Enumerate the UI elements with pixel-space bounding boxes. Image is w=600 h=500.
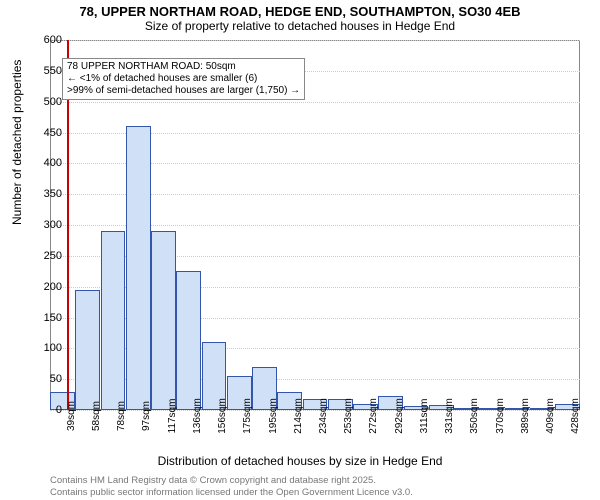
x-tick-label: 195sqm xyxy=(268,398,279,434)
y-tick-label: 100 xyxy=(22,342,62,354)
x-axis-title: Distribution of detached houses by size … xyxy=(0,454,600,468)
footer-line-1: Contains HM Land Registry data © Crown c… xyxy=(50,475,413,486)
y-tick-label: 350 xyxy=(22,188,62,200)
x-tick-label: 214sqm xyxy=(293,398,304,434)
x-tick-label: 234sqm xyxy=(318,398,329,434)
histogram-bar xyxy=(151,231,176,410)
y-tick-label: 550 xyxy=(22,65,62,77)
x-tick-label: 350sqm xyxy=(469,398,480,434)
histogram-bar xyxy=(126,126,151,410)
x-tick-label: 39sqm xyxy=(66,401,77,431)
x-tick-label: 370sqm xyxy=(495,398,506,434)
x-tick-label: 292sqm xyxy=(394,398,405,434)
footer-attribution: Contains HM Land Registry data © Crown c… xyxy=(50,475,413,498)
x-tick-label: 389sqm xyxy=(520,398,531,434)
y-tick-label: 600 xyxy=(22,34,62,46)
footer-line-2: Contains public sector information licen… xyxy=(50,487,413,498)
x-tick-label: 97sqm xyxy=(141,401,152,431)
histogram-bar xyxy=(101,231,126,410)
gridline xyxy=(50,102,580,103)
y-axis-title: Number of detached properties xyxy=(10,60,24,225)
y-tick-label: 500 xyxy=(22,96,62,108)
x-tick-label: 58sqm xyxy=(91,401,102,431)
y-tick-label: 50 xyxy=(22,373,62,385)
x-tick-label: 253sqm xyxy=(343,398,354,434)
highlight-callout-box: 78 UPPER NORTHAM ROAD: 50sqm ← <1% of de… xyxy=(62,58,305,100)
histogram-bar xyxy=(176,271,201,410)
x-tick-label: 272sqm xyxy=(368,398,379,434)
histogram-bar xyxy=(75,290,100,410)
chart-title-sub: Size of property relative to detached ho… xyxy=(0,19,600,33)
x-tick-label: 331sqm xyxy=(444,398,455,434)
chart-title-block: 78, UPPER NORTHAM ROAD, HEDGE END, SOUTH… xyxy=(0,4,600,33)
callout-line-3: >99% of semi-detached houses are larger … xyxy=(67,85,300,97)
x-tick-label: 156sqm xyxy=(217,398,228,434)
y-tick-label: 150 xyxy=(22,312,62,324)
y-tick-label: 200 xyxy=(22,281,62,293)
x-tick-label: 117sqm xyxy=(167,399,178,434)
gridline xyxy=(50,40,580,41)
chart-title-main: 78, UPPER NORTHAM ROAD, HEDGE END, SOUTH… xyxy=(0,4,600,19)
x-tick-label: 175sqm xyxy=(242,398,253,434)
y-tick-label: 400 xyxy=(22,157,62,169)
y-tick-label: 0 xyxy=(22,404,62,416)
y-tick-label: 250 xyxy=(22,250,62,262)
callout-line-1: 78 UPPER NORTHAM ROAD: 50sqm xyxy=(67,61,300,73)
x-tick-label: 78sqm xyxy=(116,401,127,431)
x-tick-label: 136sqm xyxy=(192,398,203,434)
x-tick-label: 311sqm xyxy=(419,399,430,434)
y-tick-label: 450 xyxy=(22,127,62,139)
callout-line-2: ← <1% of detached houses are smaller (6) xyxy=(67,73,300,85)
x-tick-label: 409sqm xyxy=(545,398,556,434)
x-tick-label: 428sqm xyxy=(570,398,581,434)
y-tick-label: 300 xyxy=(22,219,62,231)
